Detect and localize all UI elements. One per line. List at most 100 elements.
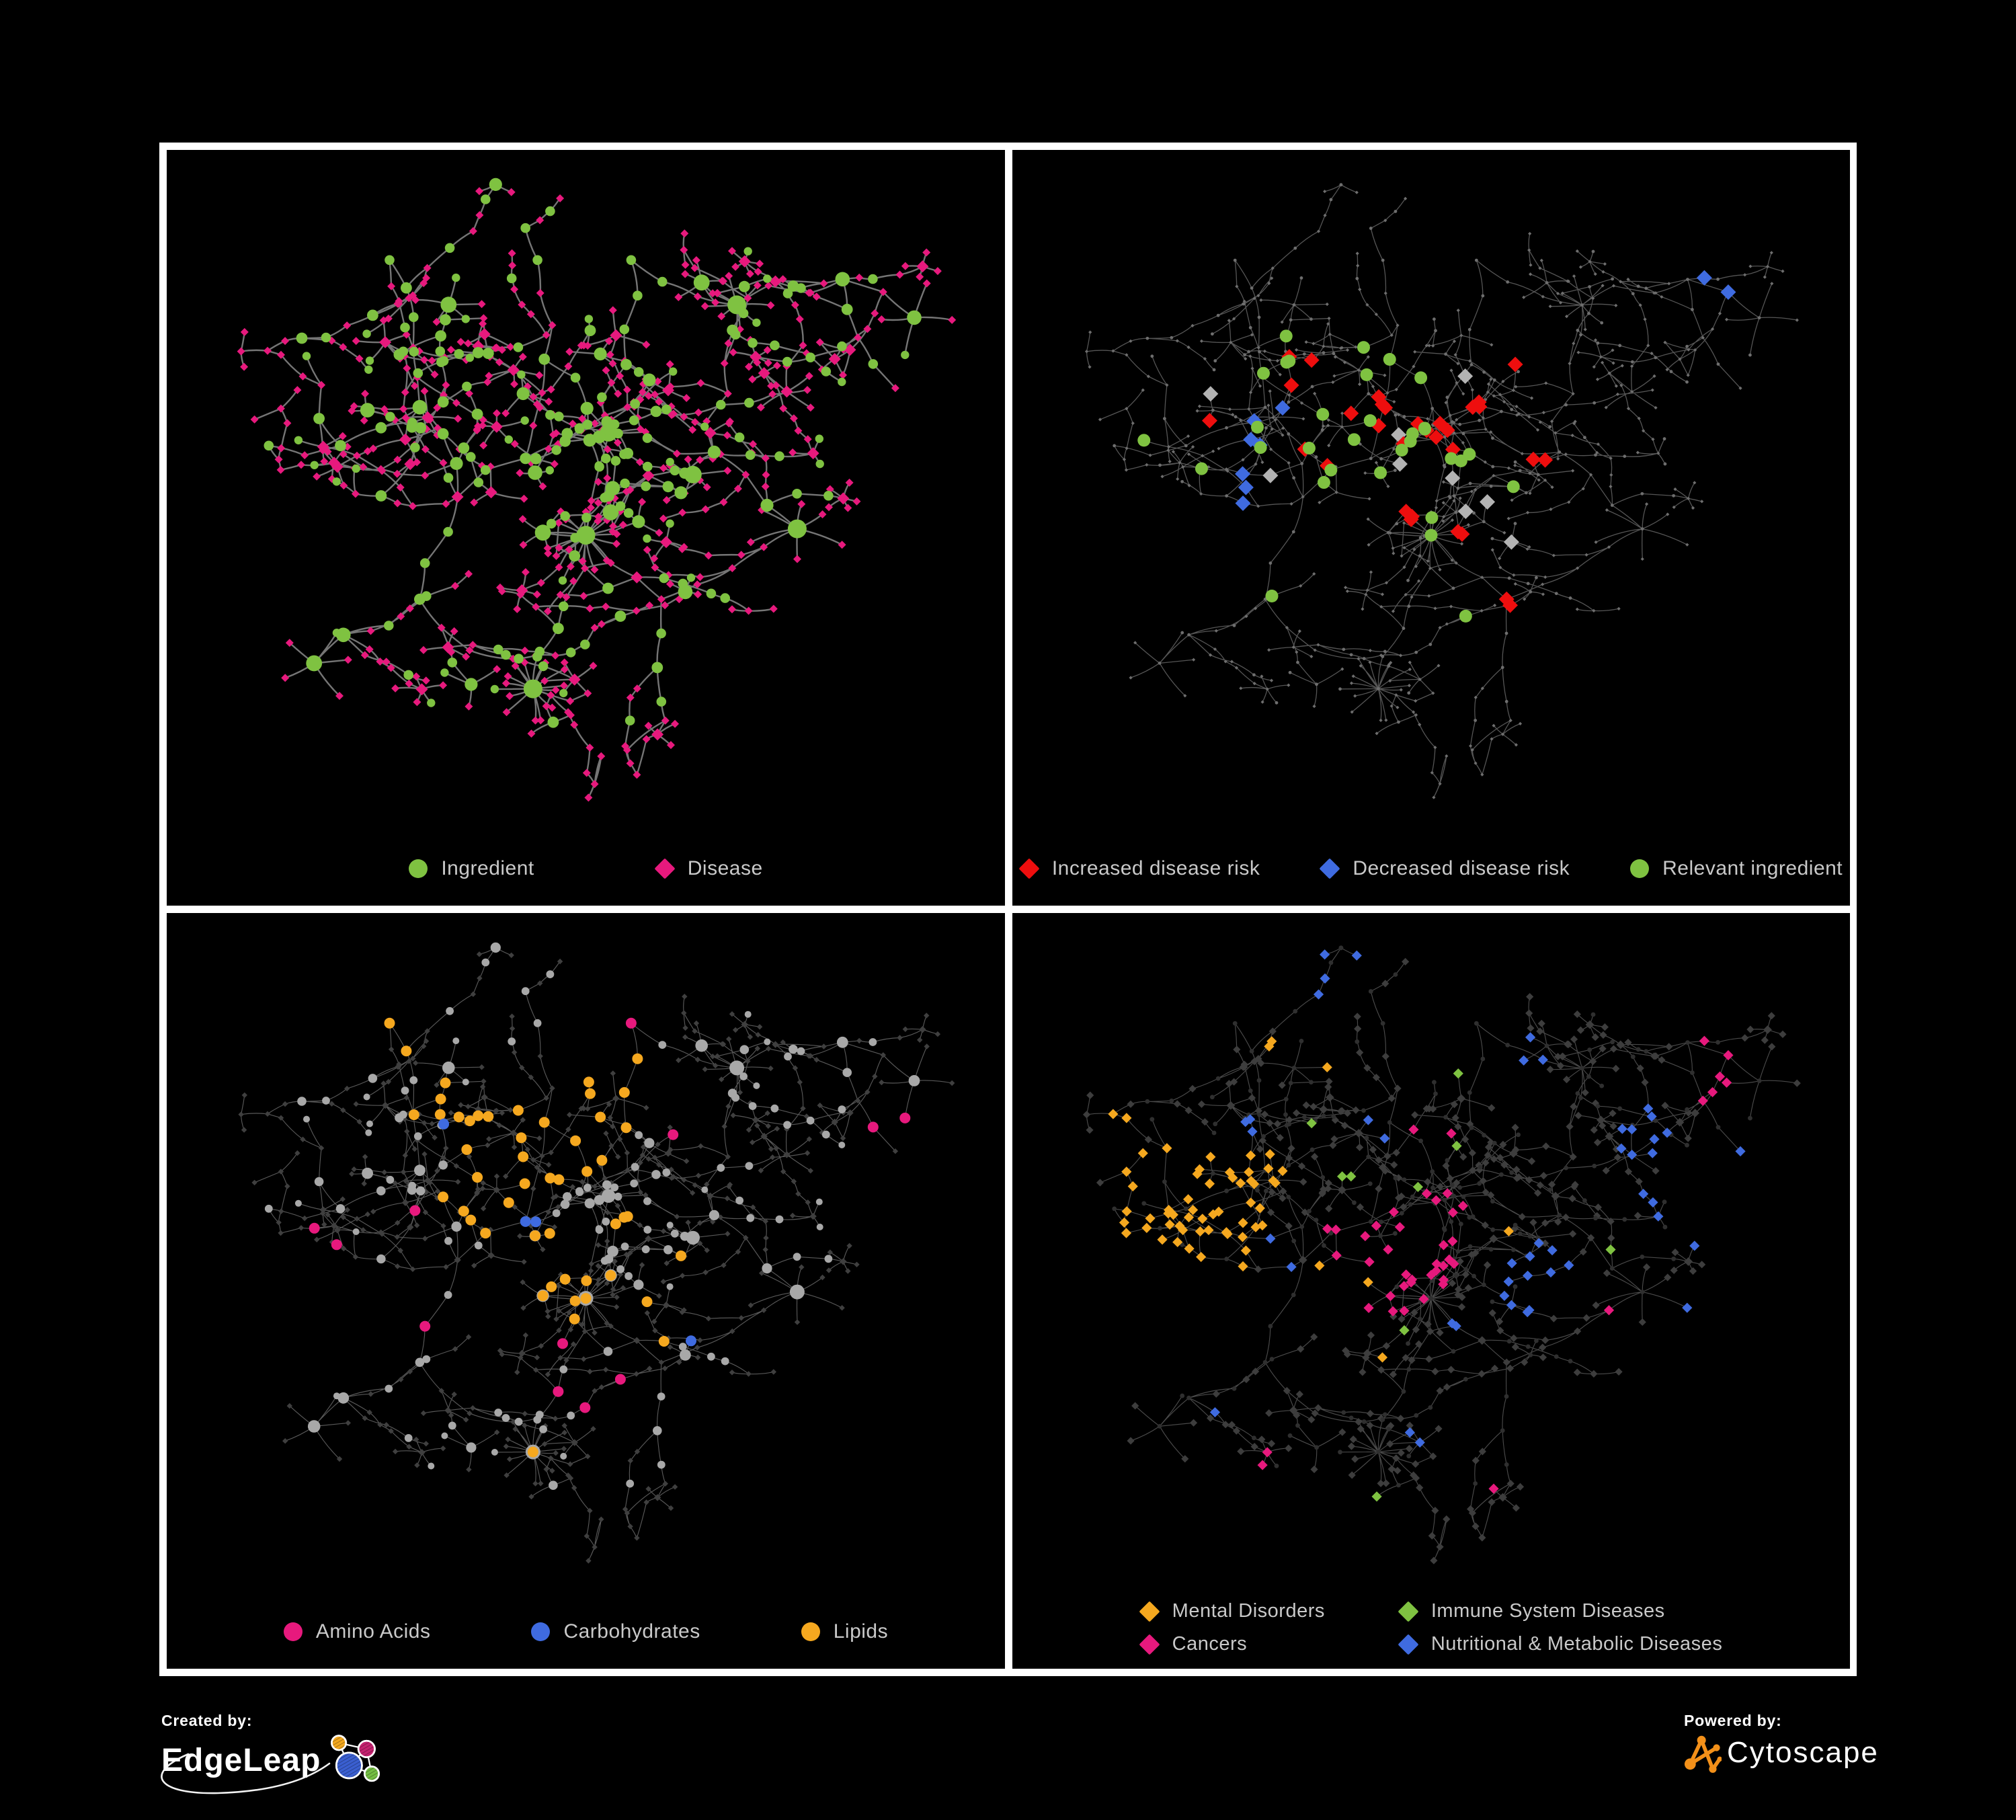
ingredient-node: [720, 593, 730, 603]
ingredient-node: [1451, 1349, 1456, 1354]
ingredient-node: [521, 987, 530, 996]
ingredient-node: [1293, 246, 1297, 250]
ingredient-node: [1430, 1169, 1435, 1174]
ingredient-node: [721, 1357, 729, 1366]
ingredient-node: [1381, 655, 1385, 658]
highlight-relevant-ingredient-node: [1459, 609, 1472, 623]
ingredient-node: [836, 1036, 848, 1048]
legend-label: Mental Disorders: [1172, 1600, 1325, 1622]
ingredient-node: [841, 303, 853, 315]
highlight-cancers-node: [1385, 1291, 1396, 1302]
highlight-nutritional-metabolic-diseases-node: [1564, 1260, 1574, 1271]
ingredient-node: [490, 684, 499, 694]
ingredient-node: [823, 491, 834, 501]
highlight-nutritional-metabolic-diseases-node: [1414, 1437, 1425, 1448]
ingredient-node: [620, 358, 632, 370]
ingredient-node: [663, 1245, 673, 1255]
ingredient-node: [1369, 227, 1373, 230]
ingredient-node: [1450, 420, 1454, 424]
ingredient-node: [1328, 960, 1334, 965]
ingredient-node: [1234, 415, 1238, 419]
ingredient-node: [313, 413, 325, 424]
ingredient-node: [504, 435, 513, 444]
ingredient-node: [337, 1392, 350, 1404]
ingredient-node: [375, 490, 387, 502]
highlight-increased-risk-node: [1283, 377, 1299, 393]
ingredient-node: [838, 377, 846, 387]
highlight-mental-disorders-node: [1178, 1224, 1188, 1236]
ingredient-node: [1287, 1433, 1293, 1438]
ingredient-node: [678, 578, 688, 589]
ingredient-node: [314, 1177, 324, 1187]
ingredient-node: [1367, 392, 1371, 396]
highlight-lipids-node: [605, 1270, 616, 1281]
highlight-nutritional-metabolic-diseases-node: [1682, 1302, 1693, 1313]
ingredient-node: [1457, 1185, 1463, 1190]
ingredient-node: [530, 452, 542, 465]
ingredient-node: [738, 308, 749, 319]
ingredient-node: [1490, 1227, 1496, 1232]
ingredient-node: [806, 1116, 815, 1125]
ingredient-node: [501, 1414, 510, 1422]
ingredient-node: [1449, 1183, 1455, 1187]
ingredient-node: [322, 1097, 330, 1105]
highlight-amino-acids-node: [409, 1205, 421, 1216]
ingredient-node: [482, 348, 494, 359]
ingredient-node: [1342, 647, 1346, 651]
legend-label: Nutritional & Metabolic Diseases: [1430, 1633, 1723, 1655]
legend-label: Decreased disease risk: [1353, 857, 1570, 879]
ingredient-node: [1482, 520, 1486, 524]
edgeleap-credit: Created by: EdgeLeap: [161, 1712, 385, 1794]
ingredient-node: [1216, 313, 1220, 317]
ingredient-node: [520, 416, 529, 425]
ingredient-node: [1578, 1095, 1583, 1101]
ingredient-node: [400, 322, 410, 333]
ingredient-node: [1170, 335, 1174, 340]
ingredient-node: [1302, 352, 1306, 356]
ingredient-node: [1453, 1273, 1459, 1278]
highlight-carbohydrates-node: [438, 1118, 450, 1130]
ingredient-node: [744, 1011, 752, 1018]
ingredient-node: [1288, 1080, 1293, 1086]
ingredient-node: [332, 629, 341, 637]
highlight-lipids-node: [658, 1336, 670, 1347]
ingredient-node: [335, 440, 346, 452]
ingredient-node: [1685, 1107, 1689, 1112]
ingredient-node: [1369, 457, 1373, 461]
highlight-lipids-node: [583, 1076, 594, 1088]
ingredient-node: [748, 1102, 757, 1110]
ingredient-node: [745, 1162, 754, 1170]
highlight-immune-system-diseases-node: [1337, 1171, 1348, 1182]
ingredient-node: [643, 1226, 652, 1234]
ingredient-node: [1596, 341, 1600, 345]
ingredient-node: [1355, 276, 1359, 280]
ingredient-node: [842, 1068, 852, 1077]
ingredient-node: [1716, 277, 1720, 281]
ingredient-node: [553, 623, 564, 635]
highlight-lipids-node: [472, 1172, 483, 1183]
ingredient-node: [1445, 395, 1449, 399]
ingredient-node: [1640, 1254, 1645, 1259]
ingredient-node: [620, 478, 630, 489]
ingredient-node: [1394, 413, 1398, 417]
legend-item: Lipids: [801, 1620, 888, 1643]
highlight-nutritional-metabolic-diseases-node: [1522, 1270, 1533, 1281]
ingredient-node: [615, 501, 626, 512]
ingredient-node: [1588, 285, 1592, 288]
highlight-amino-acids-node: [867, 1121, 879, 1133]
highlight-cancers-node: [1430, 1195, 1441, 1205]
ingredient-node: [1338, 945, 1344, 951]
ingredient-node: [1295, 1423, 1300, 1428]
ingredient-node: [409, 1076, 418, 1084]
ingredient-node: [1225, 494, 1229, 498]
ingredient-node: [1322, 351, 1326, 355]
ingredient-node: [1215, 1076, 1221, 1081]
ingredient-node: [797, 1047, 805, 1056]
highlight-cancers-node: [1603, 1305, 1615, 1316]
highlight-lipids-node: [480, 1228, 491, 1239]
ingredient-node: [793, 1253, 801, 1261]
ingredient-node: [623, 508, 634, 518]
legend-item: Relevant ingredient: [1630, 857, 1843, 880]
ingredient-node: [1407, 604, 1411, 608]
highlight-lipids-node: [401, 1045, 412, 1057]
